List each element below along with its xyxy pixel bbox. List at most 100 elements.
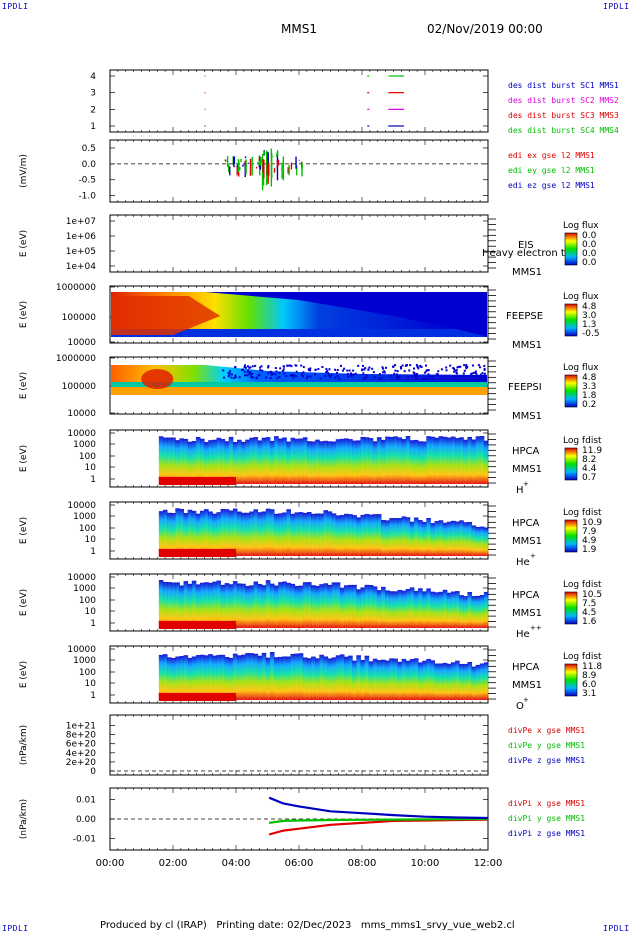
hpca-he-column xyxy=(216,512,222,556)
feepsi-speckle xyxy=(259,368,262,371)
hpca-he-column xyxy=(167,512,172,556)
hpca-h-column xyxy=(360,436,366,484)
hpca-he-column xyxy=(405,517,411,556)
hpca-he2-column xyxy=(179,585,185,628)
feepsi-speckle xyxy=(243,370,246,373)
burst-legend-1: des dist burst SC2 MMS2 xyxy=(508,96,619,105)
hpca-he-column xyxy=(195,513,201,556)
hpca-h-column xyxy=(278,438,283,484)
corner-tag-tl: IPDLI xyxy=(2,2,29,11)
hpca-h-colorbar-tick: 8.2 xyxy=(582,455,596,465)
hpca-h-column xyxy=(393,436,398,484)
feepsi-speckle xyxy=(378,377,381,380)
hpca-h-label-sc: MMS1 xyxy=(512,464,542,475)
feepsi-speckle xyxy=(283,372,286,375)
hpca-o-column xyxy=(356,655,361,700)
hpca-h-column xyxy=(175,440,180,484)
hpca-he2-column xyxy=(372,586,378,628)
feepsi-speckle xyxy=(426,377,429,380)
hpca-h-column xyxy=(376,437,382,484)
x-tick-label: 02:00 xyxy=(159,858,188,869)
hpca-he2-column xyxy=(261,585,267,628)
hpca-he-column xyxy=(253,509,259,556)
hpca-h-column xyxy=(434,437,440,484)
feepsi-speckle xyxy=(456,375,459,378)
hpca-he-column xyxy=(212,513,217,556)
hpca-h-column xyxy=(257,440,263,484)
feepsi-speckle xyxy=(281,369,284,372)
feepsi-speckle xyxy=(480,377,483,380)
feepsi-speckle xyxy=(403,370,406,373)
hpca-o-column xyxy=(274,657,279,700)
corner-tag-br: IPDLI xyxy=(603,924,630,933)
hpca-he-tick-label: 10000 xyxy=(67,501,96,511)
hpca-h-column xyxy=(339,438,345,484)
hpca-o-column xyxy=(418,662,423,700)
eis-tick-label: 1e+05 xyxy=(66,247,96,257)
feepsi-speckle xyxy=(415,377,418,380)
feepsi-speckle xyxy=(427,369,430,372)
hpca-he2-column xyxy=(187,583,193,628)
hpca-h-column xyxy=(162,437,168,484)
hpca-he-colorbar-tick: 1.9 xyxy=(582,545,597,555)
hpca-he-column xyxy=(409,521,415,556)
hpca-he-column xyxy=(463,522,468,556)
feepsi-speckle xyxy=(309,367,312,370)
hpca-he-column xyxy=(381,520,386,556)
hpca-o-column xyxy=(290,653,296,700)
feepsi-speckle xyxy=(459,365,462,368)
hpca-he-column xyxy=(237,511,242,556)
feepse-tick-label: 100000 xyxy=(62,313,97,323)
hpca-h-column xyxy=(216,437,222,484)
hpca-h-column xyxy=(335,439,341,484)
hpca-h-column xyxy=(463,439,468,484)
edi-tick-label: 0.0 xyxy=(82,160,97,170)
feepsi-speckle xyxy=(251,372,254,375)
hpca-o-column xyxy=(471,666,477,700)
hpca-o-column xyxy=(463,663,468,700)
divpe-legend-0: divPe x gse MMS1 xyxy=(508,726,585,735)
hpca-he-column xyxy=(171,513,176,556)
burst-frame xyxy=(109,69,489,133)
hpca-h-column xyxy=(282,437,287,484)
hpca-he-column xyxy=(483,527,489,556)
hpca-he-colorbar-tick: 10.9 xyxy=(582,518,602,528)
feepsi-speckle xyxy=(427,373,430,376)
hpca-he2-column xyxy=(237,583,242,628)
feepsi-speckle xyxy=(457,365,460,368)
hpca-h-column xyxy=(409,440,415,484)
hpca-he2-column xyxy=(158,580,164,628)
hpca-he2-low-energy xyxy=(158,621,236,629)
hpca-he2-column xyxy=(446,592,452,628)
hpca-he2-column xyxy=(331,582,337,628)
hpca-o-column xyxy=(311,656,316,700)
hpca-o-column xyxy=(364,655,370,700)
feepse-hot-region xyxy=(111,296,221,335)
feepsi-speckle xyxy=(472,364,475,367)
hpca-he2-column xyxy=(409,587,415,628)
feepsi-speckle xyxy=(251,365,254,368)
hpca-he-column xyxy=(261,511,267,556)
eis-colorbar-title: Log flux xyxy=(563,221,599,231)
hpca-h-column xyxy=(343,438,349,484)
eis-ylabel: E (eV) xyxy=(19,230,29,257)
hpca-o-ylabel: E (eV) xyxy=(19,661,29,688)
hpca-he2-column xyxy=(475,595,481,628)
feepse-tick-label: 10000 xyxy=(67,338,96,348)
feepsi-speckle xyxy=(290,373,293,376)
feepse-colorbar xyxy=(564,303,578,337)
divpi-series-2 xyxy=(268,796,489,820)
hpca-h-colorbar-title: Log fdist xyxy=(563,436,602,446)
feepsi-speckle xyxy=(249,371,252,374)
feepsi-speckle xyxy=(452,367,455,370)
edi-legend-0: edi ex gse l2 MMS1 xyxy=(508,151,595,160)
feepsi-speckle xyxy=(229,370,232,373)
hpca-h-column xyxy=(418,441,423,484)
hpca-o-column xyxy=(401,658,407,700)
hpca-h-column xyxy=(356,440,361,484)
feepsi-speckle xyxy=(455,372,458,375)
hpca-o-column xyxy=(199,654,205,700)
feepsi-speckle xyxy=(417,367,420,370)
hpca-o-column xyxy=(302,657,308,700)
hpca-he2-column xyxy=(220,584,226,628)
